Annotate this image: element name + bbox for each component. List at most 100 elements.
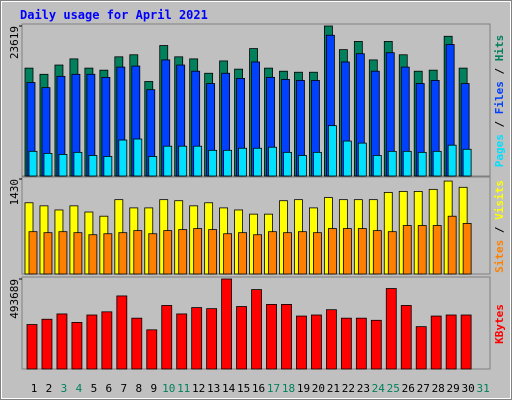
bar (357, 228, 367, 275)
y-tick-label: 23619 (8, 26, 21, 59)
bar (236, 306, 247, 370)
bar (251, 289, 262, 370)
x-tick-label: 13 (207, 382, 220, 395)
bar (163, 145, 173, 177)
x-tick-label: 4 (76, 382, 83, 395)
x-tick-label: 16 (252, 382, 265, 395)
x-tick-label: 19 (297, 382, 310, 395)
bar (313, 232, 322, 275)
bar (73, 151, 83, 177)
bar (460, 314, 472, 370)
y-tick-label: 1430 (8, 179, 21, 206)
bar (400, 305, 412, 370)
x-tick-label: 5 (91, 382, 98, 395)
bar (116, 295, 128, 370)
bar (327, 228, 337, 275)
x-tick-label: 11 (177, 382, 190, 395)
bar (417, 225, 427, 275)
legend-entry: KBytes (493, 304, 506, 344)
x-tick-label: 17 (267, 382, 280, 395)
bar (131, 317, 143, 370)
bar (58, 154, 68, 177)
bar (43, 232, 53, 275)
x-tick-label: 25 (387, 382, 400, 395)
bar (223, 149, 233, 177)
x-tick-label: 27 (417, 382, 430, 395)
bar (462, 223, 472, 275)
bar (313, 151, 322, 177)
bar (296, 315, 307, 370)
bar (71, 322, 83, 370)
x-tick-label: 14 (222, 382, 236, 395)
bar (342, 228, 352, 275)
legend: Sites / Visits (493, 180, 506, 273)
bar (28, 231, 38, 275)
x-tick-label: 30 (462, 382, 475, 395)
bar (387, 150, 397, 177)
x-tick-label: 20 (312, 382, 325, 395)
bar (193, 228, 203, 275)
bar (118, 139, 128, 177)
x-tick-label: 8 (135, 382, 142, 395)
bar (387, 231, 397, 275)
bar (148, 156, 158, 177)
bar (191, 307, 203, 370)
bar (281, 304, 292, 370)
bar (266, 304, 277, 370)
bar (58, 231, 68, 275)
bar (26, 324, 38, 370)
bar (163, 230, 173, 275)
legend-separator: / (493, 114, 506, 134)
bar (178, 145, 188, 177)
bar (298, 231, 307, 275)
x-tick-label: 26 (402, 382, 415, 395)
bar (372, 230, 382, 275)
legend: KBytes (493, 304, 506, 344)
legend-entry: Hits (493, 35, 506, 62)
chart-title: Daily usage for April 2021 (20, 8, 208, 22)
bar (370, 319, 382, 370)
bar (385, 288, 397, 370)
bar (430, 315, 442, 370)
bar (148, 233, 158, 275)
bar (133, 138, 143, 177)
bar (103, 156, 113, 177)
bar (88, 234, 98, 275)
bar (415, 326, 427, 370)
bar (325, 309, 337, 370)
x-tick-label: 15 (237, 382, 250, 395)
x-tick-label: 18 (282, 382, 295, 395)
bar (88, 155, 98, 177)
x-tick-label: 12 (192, 382, 205, 395)
x-tick-label: 9 (150, 382, 157, 395)
x-tick-label: 24 (372, 382, 386, 395)
bar (146, 329, 158, 370)
bar (432, 225, 442, 275)
legend: Pages / Files / Hits (493, 35, 506, 168)
legend-separator: / (493, 61, 506, 81)
bar (340, 317, 352, 370)
bar (445, 314, 457, 370)
x-tick-label: 10 (162, 382, 175, 395)
x-tick-label: 29 (447, 382, 460, 395)
bar (372, 155, 382, 177)
x-tick-label: 22 (342, 382, 355, 395)
bar (41, 318, 53, 370)
x-tick-label: 28 (432, 382, 445, 395)
x-tick-label: 6 (106, 382, 113, 395)
legend-entry: Sites (493, 240, 506, 273)
bar (268, 231, 277, 275)
bar (86, 314, 98, 370)
bar (311, 314, 322, 370)
bar (223, 233, 233, 275)
legend-entry: Files (493, 81, 506, 114)
x-tick-label: 23 (357, 382, 370, 395)
bar (253, 147, 262, 177)
bar (103, 233, 113, 275)
bar (133, 230, 143, 275)
x-tick-label: 3 (61, 382, 68, 395)
bar (56, 313, 68, 370)
bar (298, 155, 307, 177)
